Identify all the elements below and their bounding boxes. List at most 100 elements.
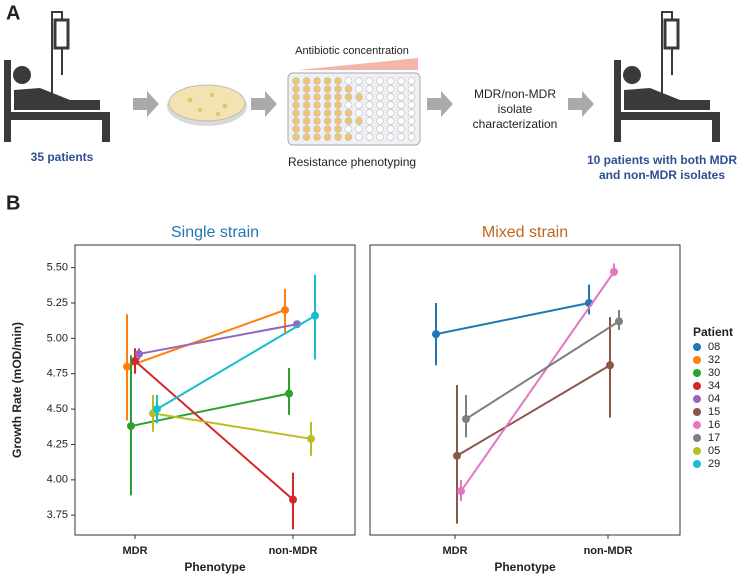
well — [292, 77, 300, 85]
chart-title: Single strain — [171, 224, 259, 241]
well — [323, 85, 332, 93]
legend-swatch — [693, 356, 701, 364]
well — [386, 93, 395, 101]
well — [386, 133, 395, 141]
series-line — [460, 271, 615, 492]
point — [606, 361, 614, 370]
well — [344, 93, 353, 101]
point — [289, 495, 297, 504]
well — [407, 125, 416, 133]
well — [407, 133, 416, 141]
well — [397, 93, 405, 101]
well — [376, 101, 384, 109]
legend-label: 17 — [708, 432, 720, 444]
well — [323, 125, 332, 133]
legend-swatch — [693, 395, 701, 403]
well — [397, 125, 405, 133]
y-tick-label: 5.50 — [47, 262, 68, 274]
plot-frame — [74, 244, 356, 536]
series-line — [138, 323, 298, 355]
petri-dish — [167, 84, 247, 126]
y-tick-label: 5.00 — [47, 332, 68, 344]
well — [386, 125, 395, 133]
series-line — [134, 360, 294, 501]
well — [355, 93, 363, 101]
well — [334, 101, 342, 109]
well — [407, 93, 416, 101]
well — [313, 93, 321, 101]
well — [344, 109, 353, 117]
well — [365, 133, 374, 141]
point — [432, 330, 440, 339]
well — [313, 133, 321, 141]
y-tick-label: 4.75 — [47, 368, 68, 380]
well — [407, 101, 416, 109]
well — [407, 117, 416, 125]
legend-swatch — [693, 408, 701, 416]
y-tick-label: 4.50 — [47, 403, 68, 415]
well — [302, 85, 311, 93]
characterization-line: isolate — [498, 102, 533, 116]
well — [292, 93, 300, 101]
bed-icon — [4, 11, 110, 142]
y-tick-label: 4.25 — [47, 438, 68, 450]
point — [153, 405, 161, 414]
characterization-line: characterization — [473, 117, 558, 131]
well — [323, 101, 332, 109]
well — [355, 77, 363, 85]
legend-swatch — [693, 447, 701, 455]
legend-label: 08 — [708, 341, 720, 353]
legend-label: 16 — [708, 419, 720, 431]
legend-label: 15 — [708, 406, 720, 418]
point — [615, 317, 623, 326]
well — [334, 85, 342, 93]
well — [376, 85, 384, 93]
legend-label: 05 — [708, 445, 720, 457]
well — [376, 117, 384, 125]
legend-label: 34 — [708, 380, 720, 392]
well — [344, 133, 353, 141]
legend-label: 04 — [708, 393, 720, 405]
gradient-triangle — [298, 58, 418, 70]
well — [313, 77, 321, 85]
well — [344, 125, 353, 133]
x-tick-label: non-MDR — [269, 545, 318, 557]
well — [292, 85, 300, 93]
bed-icon — [614, 11, 720, 142]
end-caption-line: 10 patients with both MDR — [587, 153, 737, 167]
well — [323, 117, 332, 125]
arrow — [133, 91, 159, 117]
well — [376, 77, 384, 85]
legend-swatch — [693, 460, 701, 468]
well — [407, 85, 416, 93]
well — [365, 109, 374, 117]
well — [365, 85, 374, 93]
well — [334, 93, 342, 101]
legend-label: 32 — [708, 354, 720, 366]
well — [302, 125, 311, 133]
point — [307, 434, 315, 443]
well — [397, 77, 405, 85]
point — [285, 389, 293, 398]
y-axis-label: Growth Rate (mOD/min) — [10, 322, 24, 458]
well — [397, 133, 405, 141]
well — [355, 117, 363, 125]
point — [131, 357, 139, 365]
well — [376, 93, 384, 101]
well — [355, 125, 363, 133]
well — [344, 85, 353, 93]
x-tick-label: non-MDR — [584, 545, 633, 557]
end-caption-line: and non-MDR isolates — [599, 168, 725, 182]
chart-title: Mixed strain — [482, 224, 568, 241]
start-caption: 35 patients — [31, 150, 94, 164]
point — [453, 451, 461, 460]
legend-swatch — [693, 434, 701, 442]
series-line — [456, 364, 611, 457]
well — [386, 101, 395, 109]
point — [135, 349, 143, 358]
plate-caption: Resistance phenotyping — [288, 155, 416, 169]
well — [365, 117, 374, 125]
well — [344, 117, 353, 125]
point — [457, 487, 465, 496]
